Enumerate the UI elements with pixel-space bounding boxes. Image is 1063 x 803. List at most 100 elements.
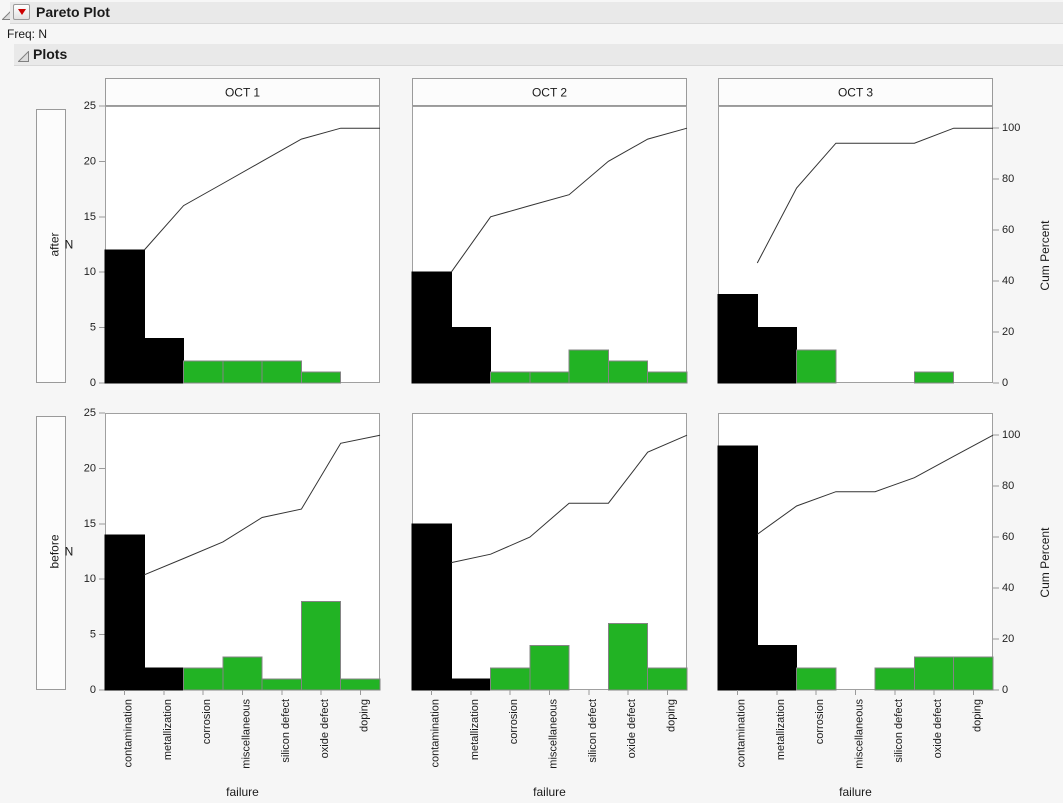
- pareto-bar-contamination[interactable]: [411, 271, 452, 384]
- x-category-label: metallization: [775, 699, 787, 760]
- pareto-bar-doping[interactable]: [647, 667, 688, 691]
- x-category-label: contamination: [736, 699, 748, 768]
- pareto-bar-corrosion[interactable]: [490, 371, 531, 384]
- row-label-box: [36, 416, 66, 690]
- pareto-bar-oxide-defect[interactable]: [300, 371, 342, 384]
- plots-section-bar: Plots: [14, 44, 1063, 66]
- x-category-label: corrosion: [201, 699, 213, 744]
- x-category-label: oxide defect: [626, 699, 638, 758]
- x-category-label: oxide defect: [319, 699, 331, 758]
- x-category-label: doping: [971, 699, 983, 732]
- percent-axis-tick-label: 100: [1002, 122, 1020, 134]
- pareto-bar-doping[interactable]: [953, 656, 994, 691]
- row-label: after: [48, 232, 62, 256]
- x-category-label: oxide defect: [932, 699, 944, 758]
- freq-label: Freq: N: [7, 27, 48, 41]
- pareto-bar-metallization[interactable]: [450, 327, 492, 384]
- pareto-bar-silicon-defect[interactable]: [874, 667, 915, 691]
- column-header-box: [412, 78, 687, 106]
- percent-axis-tick-label: 0: [1002, 377, 1008, 389]
- plots-section-title: Plots: [33, 46, 68, 62]
- pareto-bar-miscellaneous[interactable]: [222, 360, 263, 384]
- pareto-bar-contamination[interactable]: [717, 293, 758, 384]
- percent-axis-tick-label: 80: [1002, 480, 1014, 492]
- y-axis-tick-label: 10: [84, 573, 96, 585]
- x-axis-title: failure: [533, 785, 566, 799]
- x-category-label: silicon defect: [893, 699, 905, 763]
- pareto-bar-oxide-defect[interactable]: [913, 371, 955, 384]
- x-category-label: miscellaneous: [854, 699, 866, 769]
- cumulative-percent-line: [450, 127, 688, 273]
- column-header-box: [105, 78, 380, 106]
- cumulative-percent-line: [756, 127, 993, 264]
- pareto-bar-metallization[interactable]: [756, 645, 798, 691]
- percent-axis-tick-label: 100: [1002, 429, 1020, 441]
- cumulative-percent-line: [451, 434, 688, 564]
- pareto-bar-contamination[interactable]: [717, 445, 758, 691]
- pareto-bar-contamination[interactable]: [104, 534, 145, 691]
- pareto-bar-oxide-defect[interactable]: [607, 360, 649, 384]
- pareto-bar-doping[interactable]: [340, 678, 381, 691]
- pareto-bar-silicon-defect[interactable]: [568, 349, 609, 384]
- pareto-bar-contamination[interactable]: [104, 249, 145, 384]
- x-category-label: silicon defect: [587, 699, 599, 763]
- column-header-label: OCT 2: [532, 86, 567, 100]
- y-axis-tick-label: 25: [84, 407, 96, 419]
- pareto-bar-corrosion[interactable]: [183, 667, 224, 691]
- y-axis-tick-label: 25: [84, 100, 96, 112]
- y-axis-tick-label: 10: [84, 266, 96, 278]
- percent-axis-title: Cum Percent: [1038, 220, 1052, 291]
- pareto-bar-miscellaneous[interactable]: [529, 645, 570, 691]
- pareto-bar-silicon-defect[interactable]: [261, 360, 302, 384]
- x-category-label: metallization: [469, 699, 481, 760]
- pareto-bar-corrosion[interactable]: [796, 349, 837, 384]
- y-axis-title: N: [65, 238, 74, 252]
- cumulative-percent-line: [144, 434, 381, 576]
- cumulative-percent-line: [757, 434, 994, 535]
- pareto-bar-oxide-defect[interactable]: [300, 600, 342, 691]
- percent-axis-tick-label: 20: [1002, 633, 1014, 645]
- x-category-label: metallization: [162, 699, 174, 760]
- red-triangle-icon: [17, 9, 26, 15]
- pareto-bar-miscellaneous[interactable]: [222, 656, 263, 691]
- pareto-bar-miscellaneous[interactable]: [529, 371, 570, 384]
- x-category-label: doping: [358, 699, 370, 732]
- percent-axis-title: Cum Percent: [1038, 527, 1052, 598]
- x-axis-title: failure: [839, 785, 872, 799]
- pareto-bar-metallization[interactable]: [143, 338, 185, 384]
- cumulative-percent-line: [143, 127, 380, 251]
- pareto-bar-corrosion[interactable]: [183, 360, 224, 384]
- y-axis-tick-label: 20: [84, 462, 96, 474]
- pareto-bar-contamination[interactable]: [411, 523, 452, 691]
- y-axis-tick-label: 15: [84, 211, 96, 223]
- pareto-bar-metallization[interactable]: [756, 327, 798, 384]
- pareto-bar-oxide-defect[interactable]: [913, 656, 955, 691]
- percent-axis-tick-label: 0: [1002, 684, 1008, 696]
- plots-disclosure-icon[interactable]: [17, 49, 29, 62]
- percent-axis-tick-label: 40: [1002, 582, 1014, 594]
- page-title: Pareto Plot: [36, 4, 110, 20]
- percent-axis-tick-label: 60: [1002, 224, 1014, 236]
- pareto-bar-corrosion[interactable]: [796, 667, 837, 691]
- x-category-label: contamination: [430, 699, 442, 768]
- pareto-bar-silicon-defect[interactable]: [261, 678, 302, 691]
- pareto-bar-metallization[interactable]: [143, 667, 185, 691]
- x-category-label: doping: [665, 699, 677, 732]
- y-axis-tick-label: 0: [90, 377, 96, 389]
- x-axis-title: failure: [226, 785, 259, 799]
- y-axis-tick-label: 5: [90, 322, 96, 334]
- pareto-bar-corrosion[interactable]: [490, 667, 531, 691]
- y-axis-tick-label: 15: [84, 518, 96, 530]
- pareto-bar-oxide-defect[interactable]: [607, 623, 649, 691]
- pareto-bar-doping[interactable]: [647, 371, 688, 384]
- x-category-label: silicon defect: [280, 699, 292, 763]
- plot-area[interactable]: [105, 106, 380, 383]
- red-triangle-menu-button[interactable]: [13, 4, 30, 20]
- x-category-label: miscellaneous: [241, 699, 253, 769]
- percent-axis-tick-label: 40: [1002, 275, 1014, 287]
- y-axis-title: N: [65, 545, 74, 559]
- percent-axis-tick-label: 60: [1002, 531, 1014, 543]
- pareto-bar-metallization[interactable]: [450, 678, 492, 691]
- x-category-label: corrosion: [508, 699, 520, 744]
